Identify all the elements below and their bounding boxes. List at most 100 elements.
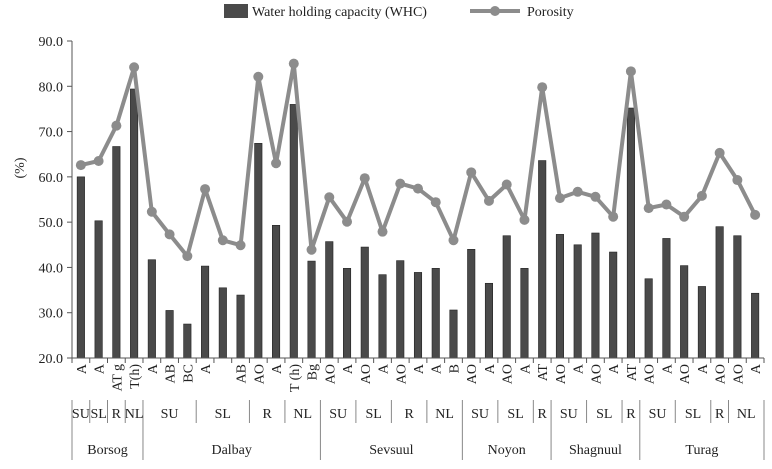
whc-bar (591, 232, 600, 359)
porosity-point (732, 175, 743, 186)
porosity-point (217, 235, 228, 246)
porosity-point (572, 186, 583, 197)
whc-bar (680, 265, 689, 359)
whc-bar (502, 235, 511, 359)
category-label: A (341, 363, 356, 374)
porosity-point (413, 183, 423, 194)
porosity-point (679, 211, 690, 222)
category-label: T (h) (288, 364, 303, 392)
porosity-point (395, 178, 406, 189)
category-label: A (270, 363, 285, 374)
y-tick-label: 80.0 (39, 80, 64, 95)
whc-bar (609, 251, 618, 359)
site-label: Dalbay (211, 443, 251, 458)
category-label: Bg (306, 364, 321, 380)
porosity-series-line (80, 61, 757, 259)
porosity-point (750, 209, 761, 220)
whc-bar (272, 225, 281, 359)
group-label: R (112, 407, 122, 422)
category-label: A (749, 363, 764, 374)
group-label: SU (649, 407, 667, 422)
category-label: AO (501, 364, 516, 384)
category-label: A (572, 363, 587, 374)
porosity-point (342, 216, 353, 227)
group-label: SU (329, 407, 347, 422)
category-label: AO (252, 364, 267, 384)
whc-bar (555, 234, 564, 359)
whc-bar (431, 268, 440, 359)
group-label: NL (737, 407, 756, 422)
category-label: T(h) (128, 364, 143, 389)
category-label: A (430, 363, 445, 374)
whc-bar (130, 88, 139, 359)
group-label: NL (435, 407, 454, 422)
site-label: Borsog (87, 443, 127, 458)
category-label: BC (181, 364, 196, 383)
group-label: R (538, 407, 548, 422)
group-label: SU (161, 407, 179, 422)
category-label: AO (678, 364, 693, 384)
category-label: AT (625, 364, 640, 382)
category-label: A (519, 363, 534, 374)
category-label: AO (714, 364, 729, 384)
porosity-point (625, 66, 636, 77)
porosity-point (519, 214, 530, 225)
group-label: SL (596, 407, 612, 422)
whc-bar (254, 143, 263, 359)
site-label: Shagnuul (569, 443, 622, 458)
whc-bar (644, 278, 653, 359)
whc-bar (201, 265, 210, 359)
legend-whc-label: Water holding capacity (WHC) (252, 5, 427, 20)
porosity-point (164, 229, 175, 240)
y-tick-label: 20.0 (39, 352, 64, 367)
group-label: SU (72, 407, 90, 422)
porosity-point (182, 251, 193, 262)
y-tick-label: 50.0 (39, 216, 64, 231)
category-label: AT g (110, 364, 125, 391)
whc-bar (342, 268, 352, 359)
y-tick-label: 60.0 (39, 171, 64, 186)
category-label: A (696, 363, 711, 374)
whc-bar (733, 235, 742, 359)
porosity-point (501, 179, 512, 190)
porosity-point (359, 173, 370, 184)
group-label: R (404, 407, 414, 422)
bars (76, 88, 760, 359)
category-label: A (93, 363, 108, 374)
porosity-point (129, 62, 140, 73)
porosity-point (93, 156, 104, 167)
whc-bar (626, 107, 635, 359)
y-tick-label: 90.0 (39, 35, 64, 50)
site-label: Turag (685, 443, 718, 458)
category-label: A (660, 363, 675, 374)
porosity-point (200, 184, 211, 195)
legend-porosity-marker (490, 6, 500, 16)
porosity-point (146, 206, 157, 217)
category-label: A (146, 363, 161, 374)
porosity-point (235, 240, 246, 251)
category-label: AO (731, 364, 746, 384)
whc-bar (236, 294, 245, 359)
group-label: SL (215, 407, 231, 422)
porosity-point (537, 82, 548, 93)
porosity-point (661, 199, 672, 210)
porosity-point (324, 192, 335, 203)
porosity-point (696, 190, 707, 201)
porosity-line (75, 58, 761, 262)
category-label: AO (323, 364, 338, 384)
whc-bar (662, 238, 671, 359)
category-label: AO (643, 364, 658, 384)
category-label: AB (235, 364, 250, 383)
whc-bar (751, 292, 760, 359)
group-label: SL (685, 407, 701, 422)
porosity-point (714, 147, 725, 158)
y-axis-label: (%) (13, 157, 28, 178)
porosity-point (643, 203, 654, 214)
porosity-point (466, 167, 477, 178)
legend-whc-swatch (224, 4, 248, 18)
whc-bar (112, 146, 121, 359)
whc-bar (218, 287, 227, 359)
porosity-point (554, 193, 565, 204)
category-label: A (199, 363, 214, 374)
